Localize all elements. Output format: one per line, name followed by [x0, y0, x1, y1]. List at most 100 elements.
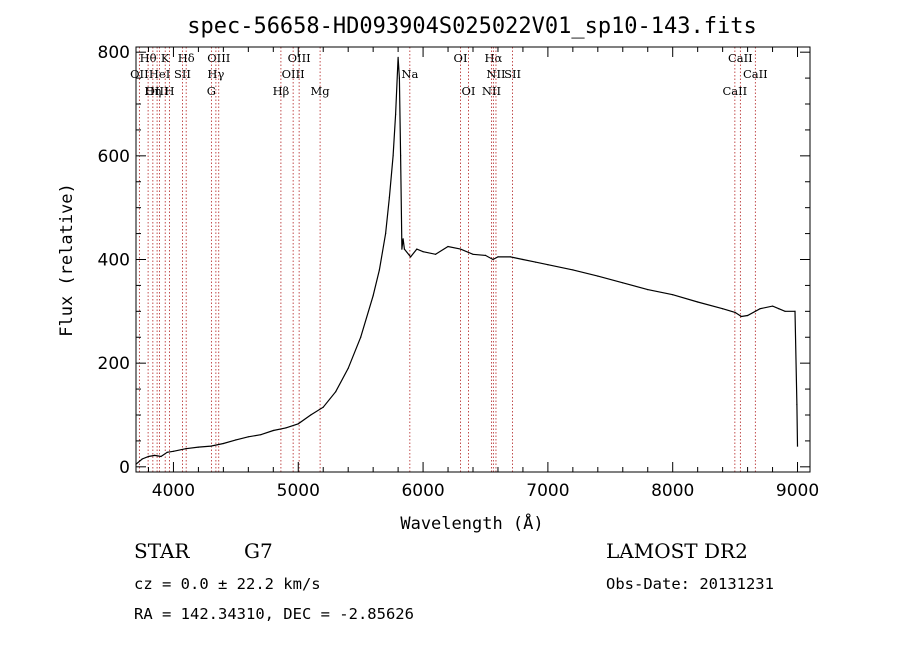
spectrum-point [472, 253, 474, 255]
line-marker-label: Hη [144, 84, 161, 98]
line-marker-label: OIII [146, 84, 169, 98]
spectrum-point [385, 233, 387, 235]
spectrum-point [672, 294, 674, 296]
spectrum-point [397, 56, 399, 59]
x-tick-label: 9000 [776, 481, 819, 501]
line-marker-label: CaII [743, 67, 768, 81]
spectrum-point [347, 367, 349, 369]
x-tick-label: 7000 [526, 481, 569, 501]
x-axis-ticks: 4000 5000 6000 7000 8000 9000 [147, 47, 819, 501]
line-marker-label: CaII [728, 51, 753, 65]
line-marker-label: Hγ [207, 67, 224, 81]
spectrum-point [447, 245, 449, 248]
spectrum-point [597, 275, 599, 277]
line-marker-label: SII [174, 67, 191, 81]
spectrum-point [322, 406, 324, 408]
spectrum-point [285, 427, 287, 429]
line-marker-label: H [165, 84, 175, 98]
y-tick-label: 400 [98, 251, 130, 271]
spectrum-point [147, 455, 150, 458]
line-marker-label: Hβ [273, 84, 290, 98]
spectrum-point [410, 256, 412, 258]
spectrum-point [372, 295, 374, 297]
y-tick-label: 600 [98, 147, 130, 167]
spectrum-point [402, 238, 404, 240]
object-class: STAR [134, 539, 190, 563]
spectrum-point [772, 305, 774, 307]
spectrum-point [401, 248, 403, 250]
spectrum-point [497, 256, 499, 258]
spectrum-point [484, 254, 487, 256]
line-marker-label: Hδ [178, 51, 195, 65]
line-marker-label: Mg [311, 84, 331, 98]
spectrum-point [197, 446, 199, 448]
spectrum-point [378, 269, 380, 271]
line-marker-label: OII [130, 67, 149, 81]
spectrum-point [740, 315, 743, 318]
spectrum-point [492, 258, 494, 261]
spectrum-point [734, 311, 736, 313]
line-marker-label: OI [454, 51, 468, 65]
plot-frame [135, 46, 811, 473]
y-axis-label: Flux (relative) [57, 183, 77, 337]
spectrum-point [459, 248, 462, 250]
spectrum-point [154, 454, 156, 456]
x-tick-label: 4000 [152, 481, 195, 501]
line-marker-label: NII [486, 67, 505, 81]
line-marker-label: Na [401, 67, 418, 81]
spectrum-point [622, 282, 624, 284]
chart-title: spec-56658-HD093904S025022V01_sp10-143.f… [187, 14, 757, 39]
spectrum-point [310, 414, 312, 416]
spectrum-point [534, 261, 537, 263]
spectrum-point [210, 445, 212, 447]
redshift-text: cz = 0.0 ± 22.2 km/s [134, 575, 321, 593]
line-marker-label: G [207, 84, 216, 98]
spectrum-point [185, 448, 187, 450]
spectrum-point [388, 196, 390, 198]
line-marker-label: OIII [207, 51, 230, 65]
spectrum-point [272, 429, 274, 432]
spectrum-point [400, 155, 402, 157]
line-marker-label: CaII [722, 84, 747, 98]
spectrum-point [360, 336, 362, 338]
line-marker-label: OIII [282, 67, 305, 81]
spectrum-point [422, 251, 424, 253]
spectrum-point [222, 442, 224, 445]
spectrum-point [160, 455, 162, 458]
spectrum-point [759, 308, 761, 310]
spectrum-point [297, 423, 299, 425]
line-marker-label: Hα [484, 51, 502, 65]
spectrum-point [796, 445, 799, 447]
spectrum-point [722, 308, 724, 310]
object-subclass: G7 [244, 539, 273, 563]
spectrum-point [778, 308, 780, 310]
line-marker-label: NII [482, 84, 501, 98]
obs-date-text: Obs-Date: 20131231 [606, 575, 774, 593]
line-marker-label: K [161, 51, 170, 65]
spectrum-line-0 [135, 57, 799, 465]
x-tick-label: 8000 [651, 481, 694, 501]
y-tick-label: 200 [98, 354, 130, 374]
spectrum-point [166, 451, 168, 453]
line-marker-label: SII [504, 67, 521, 81]
survey-name: LAMOST DR2 [606, 539, 748, 563]
spectrum-point [784, 310, 786, 312]
spectrum-point [335, 391, 337, 393]
x-tick-label: 6000 [401, 481, 444, 501]
spectrum-point [522, 258, 524, 261]
y-axis-ticks: 0 200 400 600 800 [98, 43, 810, 478]
spectrum-point [392, 155, 394, 157]
x-tick-label: 5000 [277, 481, 320, 501]
spectrum-point [697, 301, 699, 303]
spectrum-point [647, 289, 649, 291]
spectrum-point [572, 269, 574, 271]
spectrum-point [796, 404, 798, 406]
spectrum-point [403, 248, 405, 250]
spectrum-point [547, 264, 549, 266]
spectrum-point [235, 439, 237, 441]
spectrum-point [435, 253, 437, 255]
spectrum-point [794, 310, 796, 312]
y-tick-label: 800 [98, 43, 130, 63]
